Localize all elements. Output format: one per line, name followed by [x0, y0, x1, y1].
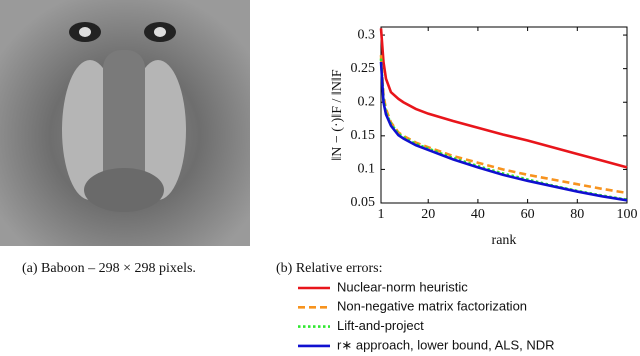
series-line [379, 55, 628, 195]
x-tick-label: 100 [617, 207, 638, 222]
y-tick-label: 0.25 [351, 61, 376, 76]
x-tick-label: 20 [421, 207, 435, 222]
caption-a: (a) Baboon – 298 × 298 pixels. [22, 261, 196, 276]
series-line [379, 28, 628, 169]
series-line [379, 61, 628, 202]
legend-label: Lift-and-project [337, 318, 424, 333]
y-tick-label: 0.2 [358, 94, 376, 109]
plot-frame [380, 26, 628, 204]
legend-label: Non-negative matrix factorization [337, 299, 527, 314]
y-tick-label: 0.05 [351, 195, 376, 210]
y-tick-label: 0.3 [358, 27, 376, 42]
legend-label: Nuclear-norm heuristic [337, 279, 468, 294]
series-line [379, 58, 628, 201]
x-tick-label: 80 [570, 207, 584, 222]
caption-b: (b) Relative errors: [276, 261, 383, 276]
y-tick-label: 0.15 [351, 128, 376, 143]
legend-label: r∗ approach, lower bound, ALS, NDR [337, 337, 555, 352]
y-tick-label: 0.1 [358, 162, 376, 177]
x-tick-label: 1 [378, 207, 385, 222]
x-tick-label: 60 [521, 207, 535, 222]
x-tick-label: 40 [471, 207, 485, 222]
baboon-image [0, 0, 250, 246]
x-axis-label: rank [492, 233, 517, 248]
y-axis-label: ‖N − (·)‖F / ‖N‖F [330, 69, 345, 161]
